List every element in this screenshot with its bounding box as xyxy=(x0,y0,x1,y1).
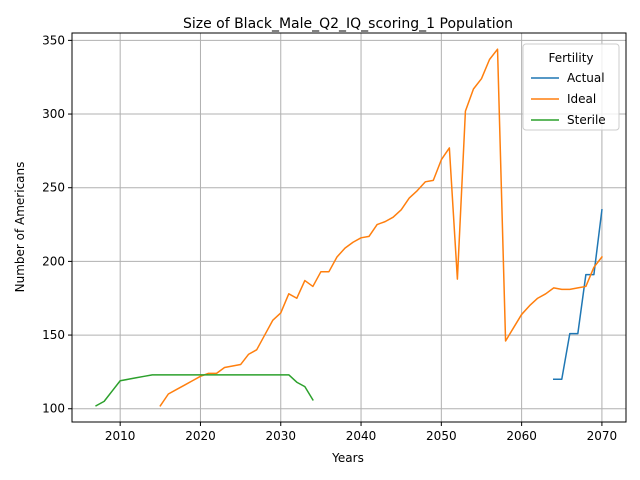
x-axis-label: Years xyxy=(331,451,364,465)
y-tick-label: 200 xyxy=(42,254,65,268)
legend-label-sterile: Sterile xyxy=(567,113,606,127)
series-line-actual xyxy=(552,208,603,381)
series-line-ideal xyxy=(159,48,603,407)
plot-frame xyxy=(71,32,627,423)
legend-frame xyxy=(522,43,620,131)
x-tick-label: 2020 xyxy=(185,429,216,443)
legend: Fertility Actual Ideal Sterile xyxy=(522,43,620,131)
series-layer xyxy=(95,48,603,407)
y-axis-label: Number of Americans xyxy=(13,162,27,293)
grid xyxy=(72,33,626,422)
y-tick-label: 250 xyxy=(42,181,65,195)
legend-items: Actual Ideal Sterile xyxy=(531,71,606,127)
y-tick-label: 150 xyxy=(42,328,65,342)
chart-title: Size of Black_Male_Q2_IQ_scoring_1 Popul… xyxy=(183,16,513,32)
x-tick-label: 2060 xyxy=(506,429,537,443)
y-tick-label: 100 xyxy=(42,402,65,416)
series-line-sterile xyxy=(95,374,314,407)
x-tick-label: 2050 xyxy=(426,429,457,443)
y-tick-label: 350 xyxy=(42,33,65,47)
x-tick-label: 2040 xyxy=(346,429,377,443)
legend-title: Fertility xyxy=(548,51,593,65)
axis-ticks: 2010 2020 2030 2040 2050 2060 2070 100 150 200 250… xyxy=(42,33,617,443)
legend-label-ideal: Ideal xyxy=(567,92,596,106)
legend-label-actual: Actual xyxy=(567,71,605,85)
x-tick-label: 2030 xyxy=(265,429,296,443)
y-tick-label: 300 xyxy=(42,107,65,121)
x-tick-label: 2010 xyxy=(105,429,136,443)
x-tick-label: 2070 xyxy=(587,429,618,443)
